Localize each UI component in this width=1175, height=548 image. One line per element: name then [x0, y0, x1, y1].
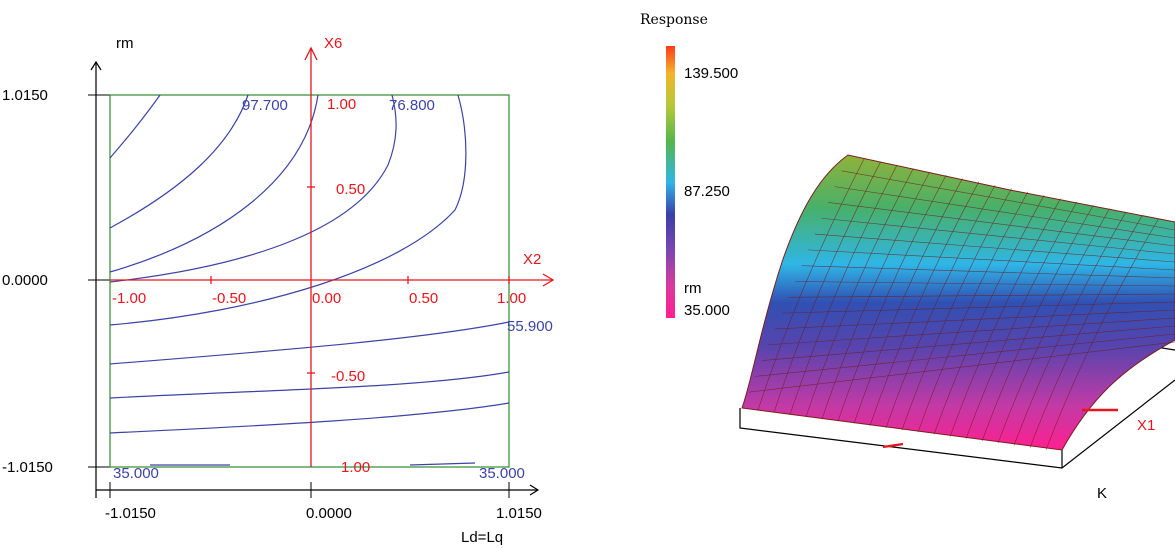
mesh-line [933, 195, 1045, 435]
mesh-line [949, 198, 1061, 437]
x-tick-label: -1.0150 [105, 505, 156, 522]
mesh-line [841, 170, 1175, 231]
colorbar-tick-label: 139.500 [684, 65, 738, 82]
mesh-line [981, 205, 1094, 442]
mesh-line [748, 341, 1175, 393]
mesh-line [794, 281, 1175, 287]
mesh-line [997, 208, 1110, 444]
contour-label: 35.000 [113, 465, 159, 482]
mesh-line [773, 161, 881, 413]
x-tick-label: 0.0000 [306, 505, 352, 522]
k-axis-label: K [1097, 485, 1107, 502]
mesh-line [1013, 211, 1127, 446]
mesh-line [965, 201, 1078, 439]
mesh-line [768, 317, 1175, 346]
contour-line [109, 321, 510, 365]
coded-x-tick-label: 1.00 [497, 290, 526, 307]
contour-line [109, 94, 319, 273]
mesh-line [837, 174, 947, 422]
mesh-line [885, 185, 996, 428]
contour-plot: rm 1.0150 0.0000 -1.0150 -1.0150 0.0000 … [2, 35, 555, 546]
contour-line [409, 462, 476, 466]
x-axis-title: Ld=Lq [461, 529, 503, 546]
k-axis-mark [882, 442, 904, 449]
mesh-line [781, 301, 1175, 314]
mesh-line [761, 325, 1175, 361]
y-tick-label: 1.0150 [2, 87, 48, 104]
contour-line [109, 371, 510, 399]
mesh-line [757, 158, 865, 411]
contour-label: 97.700 [242, 97, 288, 114]
mesh-line [917, 191, 1029, 433]
mesh-line [805, 168, 914, 417]
contour-label: 76.800 [389, 97, 435, 114]
contour-label: 35.000 [479, 465, 525, 482]
coded-y-tick-label: 0.50 [336, 181, 365, 198]
contour-line [109, 94, 161, 159]
y-tick-label: -1.0150 [2, 459, 53, 476]
coded-x-tick-label: -0.50 [212, 290, 246, 307]
coded-y-axis-name: X6 [324, 35, 342, 52]
mesh-line [1029, 215, 1143, 448]
mesh-line [1045, 218, 1159, 450]
colorbar [666, 46, 675, 318]
mesh-line [755, 333, 1175, 377]
mesh-line [775, 309, 1175, 330]
y-axis-arrow [90, 60, 102, 71]
coded-x-tick-label: 0.50 [409, 290, 438, 307]
coded-x-tick-label: 0.00 [312, 290, 341, 307]
mesh-line [828, 202, 1175, 247]
x-axis-arrow [529, 484, 540, 496]
y-tick-label: 0.0000 [2, 272, 48, 289]
x-tick-label: 1.0150 [496, 505, 542, 522]
mesh-line [869, 181, 980, 426]
contour-line [109, 94, 249, 229]
surface-plot: X1 K [739, 154, 1175, 502]
coded-y-tick-label: -0.50 [331, 368, 365, 385]
mesh-line [901, 188, 1012, 431]
color-legend: Response 139.500 87.250 rm 35.000 [640, 12, 738, 319]
coded-y-tick-label: 1.00 [341, 459, 370, 476]
response-surface [741, 154, 1175, 451]
mesh-line [821, 171, 931, 420]
y-axis-title: rm [116, 35, 134, 52]
mesh-line [789, 164, 898, 415]
colorbar-label: rm [684, 280, 702, 297]
mesh-line [821, 217, 1175, 255]
mesh-line [834, 186, 1175, 239]
coded-y-arrow [304, 46, 318, 61]
x1-axis-label: X1 [1137, 417, 1155, 434]
mesh-line [788, 293, 1175, 298]
contour-label: 55.900 [507, 318, 553, 335]
contour-line [109, 94, 467, 326]
legend-title: Response [640, 12, 708, 28]
colorbar-tick-label: 35.000 [684, 302, 730, 319]
coded-y-tick-label: 1.00 [327, 96, 356, 113]
mesh-line [808, 249, 1175, 271]
mesh-line [853, 178, 963, 424]
surface-base-box [739, 379, 1175, 469]
surface-mesh [748, 158, 1175, 450]
mesh-line [801, 265, 1175, 279]
mesh-line [814, 233, 1175, 263]
contour-line [109, 402, 510, 434]
colorbar-tick-label: 87.250 [684, 183, 730, 200]
contour-line [109, 94, 397, 283]
coded-x-axis-name: X2 [523, 251, 541, 268]
coded-x-tick-label: -1.00 [112, 290, 146, 307]
coded-x-arrow [542, 273, 555, 287]
